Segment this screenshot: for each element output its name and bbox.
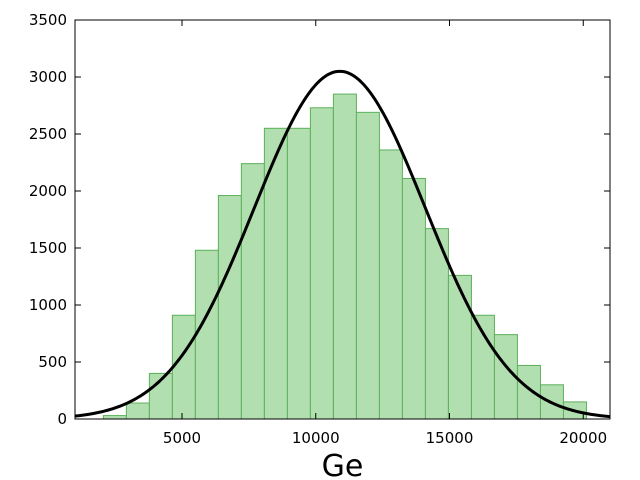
y-tick-label: 2500 <box>29 125 67 143</box>
histogram-bar <box>516 364 541 420</box>
plot-frame <box>74 19 611 420</box>
x-tick-label: 5000 <box>163 429 201 447</box>
x-axis-ticks: 5000 10000 15000 20000 <box>163 20 607 447</box>
y-tick-label: 1500 <box>29 239 67 257</box>
gaussian-fit-curve <box>74 69 611 419</box>
histogram-bar <box>286 127 311 420</box>
y-tick-label: 500 <box>38 353 67 371</box>
histogram-bar <box>125 402 150 420</box>
y-tick-label: 3000 <box>29 68 67 86</box>
x-axis-title: Ge <box>322 449 364 480</box>
x-tick-label: 20000 <box>559 429 607 447</box>
histogram-bar <box>240 163 265 420</box>
histogram-bar <box>217 195 242 420</box>
histogram-bar <box>194 249 219 420</box>
histogram-bar <box>332 93 357 420</box>
y-tick-label: 1000 <box>29 296 67 314</box>
y-tick-label: 3500 <box>29 11 67 29</box>
histogram-bar <box>401 177 426 420</box>
y-tick-label: 2000 <box>29 182 67 200</box>
histogram-bar <box>355 111 380 420</box>
histogram-bar <box>102 415 127 420</box>
histogram-bar <box>309 107 334 420</box>
y-axis-ticks: 0 500 1000 1500 2000 2500 3000 3500 <box>29 11 610 428</box>
y-tick-label: 0 <box>57 410 67 428</box>
x-tick-label: 10000 <box>292 429 340 447</box>
histogram-bar <box>171 314 196 420</box>
histogram-bars <box>102 93 587 420</box>
histogram-bar <box>378 149 403 420</box>
x-tick-label: 15000 <box>426 429 474 447</box>
histogram-bar <box>447 274 472 420</box>
